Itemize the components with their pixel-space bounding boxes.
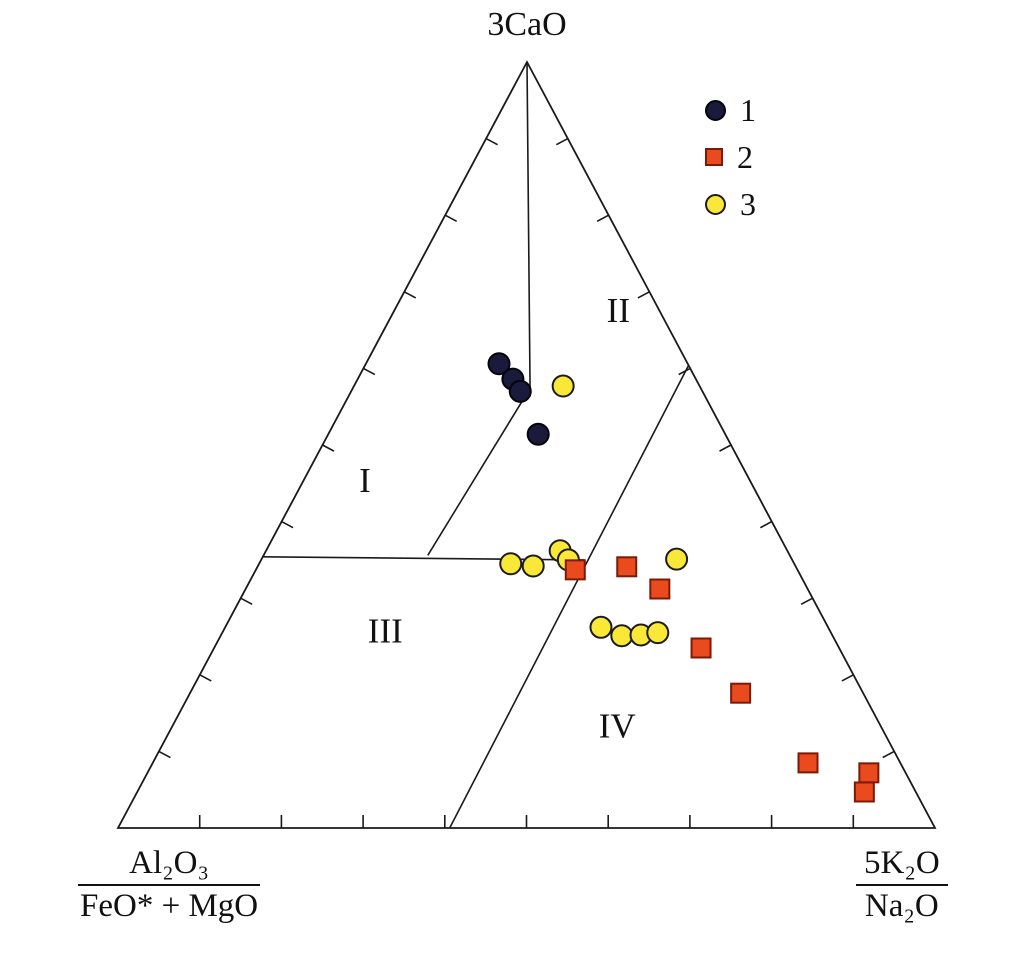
region-label-I: I xyxy=(359,461,371,500)
data-point-circle xyxy=(551,374,575,398)
series-3-points xyxy=(499,374,689,648)
tick-mark xyxy=(199,674,212,682)
legend-item-series-2: 2 xyxy=(705,139,756,175)
data-point-circle xyxy=(526,422,550,446)
data-point-square xyxy=(616,556,638,578)
axis-label-bottom-right-numerator: 5K₂O xyxy=(856,845,948,887)
tick-mark xyxy=(403,291,417,299)
series-3-circle-marker-icon xyxy=(705,193,726,215)
legend-label-series-2: 2 xyxy=(737,138,753,175)
axis-label-bottom-right: 5K₂O Na₂O xyxy=(856,845,948,925)
legend-item-series-3: 3 xyxy=(705,186,756,222)
tick-mark xyxy=(719,444,732,452)
data-point-square xyxy=(690,637,712,659)
data-point-circle xyxy=(521,554,545,578)
tick-mark xyxy=(882,750,895,759)
tick-mark xyxy=(363,367,376,376)
legend: 1 2 3 xyxy=(705,92,756,236)
region-label-III: III xyxy=(368,611,403,650)
data-point-circle xyxy=(589,615,613,639)
tick-mark xyxy=(841,674,854,682)
triangle-frame xyxy=(116,60,937,829)
data-point-square xyxy=(797,752,819,774)
data-point-square xyxy=(649,578,671,600)
boundary-line xyxy=(448,364,690,829)
data-point-square xyxy=(564,559,586,581)
axis-label-bottom-right-denominator: Na₂O xyxy=(864,888,939,925)
legend-label-series-1: 1 xyxy=(740,91,756,128)
tick-mark xyxy=(678,367,691,376)
tick-mark xyxy=(759,520,773,529)
series-1-points xyxy=(487,352,550,446)
data-point-circle xyxy=(487,352,511,376)
tick-mark xyxy=(444,214,458,223)
legend-item-series-1: 1 xyxy=(705,92,756,128)
region-label-IV: IV xyxy=(599,706,636,745)
region-label-II: II xyxy=(607,291,630,330)
data-point-circle xyxy=(646,621,670,645)
legend-label-series-3: 3 xyxy=(740,185,756,222)
boundary-line xyxy=(526,61,531,389)
data-point-circle xyxy=(610,624,634,648)
series-1-circle-marker-icon xyxy=(705,99,726,121)
tick-mark xyxy=(158,750,171,759)
data-point-square xyxy=(858,762,880,784)
data-point-circle xyxy=(508,379,532,403)
tick-mark xyxy=(596,214,609,223)
tick-mark xyxy=(240,597,253,606)
data-point-square xyxy=(853,781,875,803)
tick-mark xyxy=(281,520,294,529)
tick-mark xyxy=(637,291,650,299)
data-point-square xyxy=(730,682,752,704)
tick-mark xyxy=(800,597,813,606)
axis-label-bottom-left: Al₂O₃ FeO* + MgO xyxy=(78,845,261,925)
series-2-points xyxy=(564,556,880,803)
data-point-circle xyxy=(499,552,523,576)
boundary-line xyxy=(427,387,531,556)
axis-label-bottom-left-numerator: Al₂O₃ xyxy=(78,845,261,887)
tick-mark xyxy=(322,444,335,452)
axis-ticks xyxy=(158,137,895,828)
data-point-circle xyxy=(665,547,689,571)
tick-mark xyxy=(485,137,498,146)
series-2-square-marker-icon xyxy=(705,148,723,166)
axis-label-bottom-left-denominator: FeO* + MgO xyxy=(80,888,259,925)
tick-mark xyxy=(555,137,569,146)
axis-label-top-vertex: 3CaO xyxy=(487,6,567,43)
